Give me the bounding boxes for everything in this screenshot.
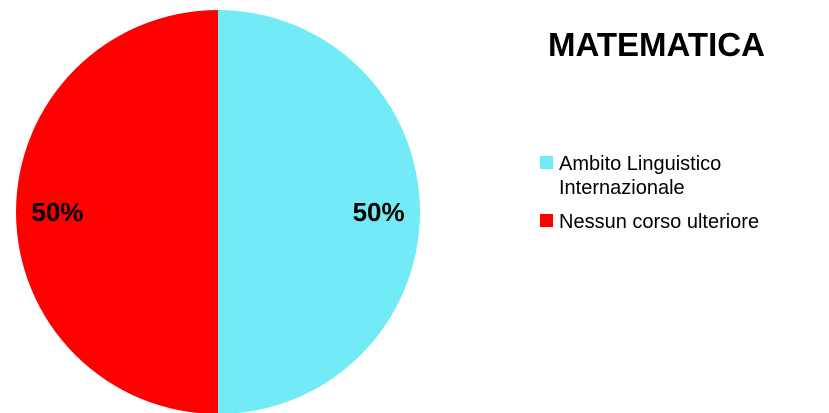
pie-slice-1 [16,10,218,413]
legend-item-nessun-corso: Nessun corso ulteriore [540,210,820,234]
pie-data-label-0: 50% [353,197,405,227]
legend: Ambito Linguistico Internazionale Nessun… [540,152,820,244]
pie-data-label-1: 50% [31,197,83,227]
pie-slice-0 [218,10,420,413]
legend-item-ambito-linguistico: Ambito Linguistico Internazionale [540,152,820,200]
legend-label-ambito-linguistico: Ambito Linguistico Internazionale [559,153,722,199]
chart-title: MATEMATICA [548,26,765,63]
legend-swatch-nessun-corso [540,214,553,227]
legend-label-nessun-corso: Nessun corso ulteriore [559,211,760,233]
legend-swatch-ambito-linguistico [540,156,553,169]
